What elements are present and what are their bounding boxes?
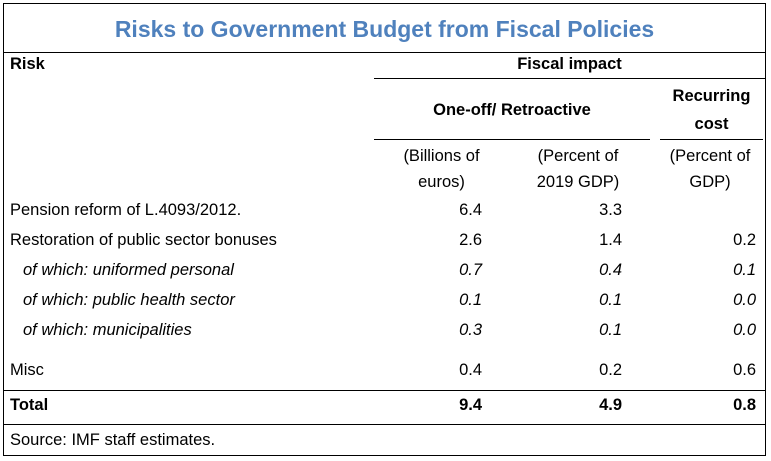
row-misc-v3: 0.6 — [733, 361, 756, 379]
source-note: Source: IMF staff estimates. — [10, 431, 216, 449]
row-uniformed-v1: 0.7 — [459, 261, 482, 279]
row-bonuses-v1: 2.6 — [459, 231, 482, 249]
row-total-v3: 0.8 — [733, 396, 756, 414]
row-bonuses-v3: 0.2 — [733, 231, 756, 249]
fiscal-impact-header: Fiscal impact — [517, 55, 622, 73]
row-label-uniformed: of which: uniformed personal — [23, 261, 234, 279]
row-total-v1: 9.4 — [459, 396, 482, 414]
unit1-line2: euros) — [418, 173, 465, 191]
one-off-underline — [374, 139, 650, 140]
row-health-v1: 0.1 — [459, 291, 482, 309]
unit3-line2: GDP) — [689, 173, 731, 191]
row-label-total: Total — [10, 396, 49, 414]
recurring-header-line2: cost — [694, 115, 729, 133]
unit2-line2: 2019 GDP) — [536, 173, 620, 191]
row-label-bonuses: Restoration of public sector bonuses — [10, 231, 277, 249]
row-pension-v2: 3.3 — [599, 201, 622, 219]
row-uniformed-v2: 0.4 — [599, 261, 622, 279]
table-title: Risks to Government Budget from Fiscal P… — [114, 16, 655, 42]
total-top-line — [4, 390, 765, 391]
title-divider — [4, 52, 765, 53]
row-health-v3: 0.0 — [733, 291, 756, 309]
row-label-health: of which: public health sector — [23, 291, 235, 309]
fiscal-impact-underline — [374, 78, 765, 79]
row-label-municipalities: of which: municipalities — [23, 321, 192, 339]
row-label-misc: Misc — [10, 361, 44, 379]
unit3-line1: (Percent of — [669, 147, 751, 165]
row-misc-v2: 0.2 — [599, 361, 622, 379]
row-uniformed-v3: 0.1 — [733, 261, 756, 279]
row-label-pension: Pension reform of L.4093/2012. — [10, 201, 242, 219]
recurring-header-line1: Recurring — [672, 87, 751, 105]
row-pension-v1: 6.4 — [459, 201, 482, 219]
row-health-v2: 0.1 — [599, 291, 622, 309]
row-total-v2: 4.9 — [599, 396, 622, 414]
unit1-line1: (Billions of — [403, 147, 480, 165]
risk-header: Risk — [10, 55, 45, 73]
source-divider — [4, 424, 765, 425]
row-misc-v1: 0.4 — [459, 361, 482, 379]
one-off-header: One-off/ Retroactive — [433, 101, 591, 119]
row-bonuses-v2: 1.4 — [599, 231, 622, 249]
row-municipalities-v2: 0.1 — [599, 321, 622, 339]
unit2-line1: (Percent of — [537, 147, 619, 165]
row-municipalities-v3: 0.0 — [733, 321, 756, 339]
row-municipalities-v1: 0.3 — [459, 321, 482, 339]
table-frame: Risks to Government Budget from Fiscal P… — [3, 3, 766, 456]
recurring-underline — [660, 139, 763, 140]
